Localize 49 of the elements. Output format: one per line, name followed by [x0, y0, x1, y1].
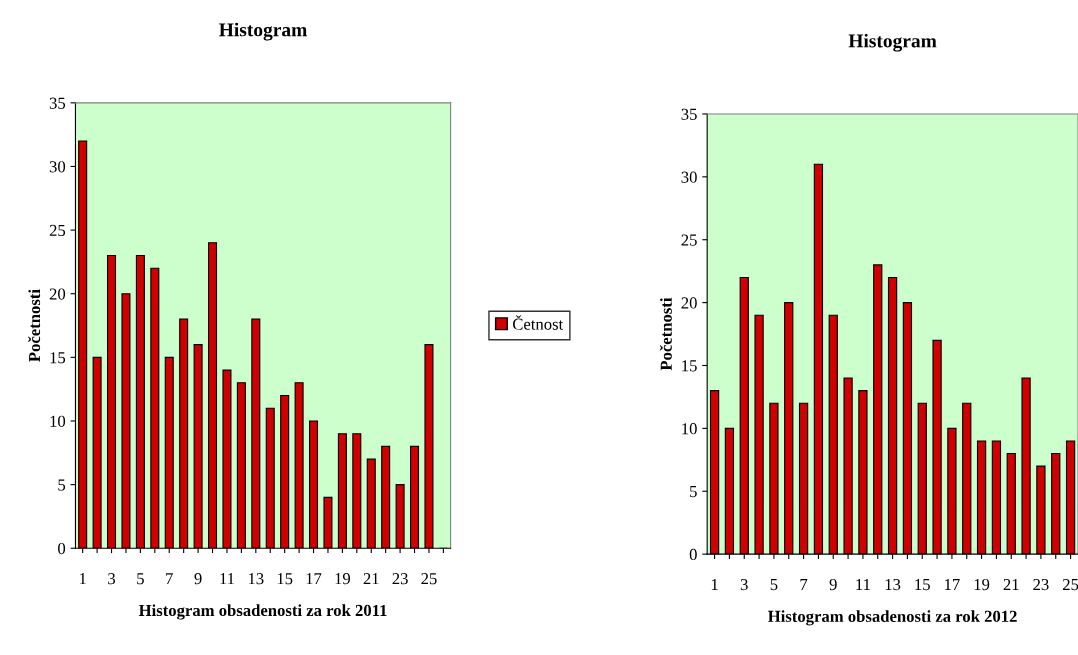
x-tick-label: 19	[974, 578, 990, 591]
x-tick-label: 17	[945, 579, 960, 590]
y-axis-title: Početnosti	[28, 289, 41, 362]
x-tick-label: 15	[915, 579, 930, 591]
x-tick-label: 15	[277, 573, 293, 585]
x-tick-label: 9	[194, 573, 202, 585]
y-tick-label: 15	[682, 360, 697, 372]
x-tick-label: 23	[392, 573, 408, 585]
x-tick-label: 19	[335, 573, 351, 585]
x-tick-label: 23	[1033, 578, 1049, 591]
y-tick-label: 5	[58, 479, 66, 491]
x-tick-label: 21	[363, 573, 379, 585]
x-tick-label: 17	[306, 573, 322, 585]
legend-label: Četnost	[512, 315, 564, 330]
x-tick-label: 25	[421, 573, 437, 585]
y-axis-title: Početnosti	[659, 297, 672, 371]
x-tick-label: 13	[885, 578, 901, 591]
x-tick-label: 1	[711, 579, 718, 590]
chart-title: Histogram	[848, 33, 937, 52]
x-tick-label: 3	[108, 573, 116, 585]
x-tick-label: 7	[166, 573, 173, 585]
x-tick-label: 5	[770, 579, 778, 591]
y-tick-label: 20	[49, 288, 66, 300]
y-tick-label: 15	[50, 352, 66, 364]
x-tick-label: 9	[829, 578, 837, 591]
x-tick-label: 25	[1062, 578, 1078, 591]
y-tick-label: 30	[49, 161, 66, 173]
chart-title: Histogram	[219, 22, 307, 41]
y-tick-label: 0	[58, 542, 66, 555]
x-axis-title: Histogram obsadenosti za rok 2012	[768, 610, 1017, 626]
x-tick-label: 7	[800, 579, 808, 590]
x-tick-label: 21	[1003, 578, 1019, 590]
x-tick-label: 1	[79, 573, 86, 585]
y-tick-label: 5	[690, 486, 697, 498]
y-tick-label: 10	[682, 423, 697, 435]
x-axis-title: Histogram obsadenosti za rok 2011	[138, 604, 387, 620]
x-tick-label: 11	[856, 579, 870, 590]
y-tick-label: 25	[49, 224, 66, 237]
x-tick-label: 11	[220, 573, 234, 585]
y-tick-label: 25	[681, 234, 697, 246]
y-tick-label: 20	[681, 297, 697, 309]
x-tick-label: 13	[248, 573, 264, 585]
x-tick-label: 3	[740, 578, 748, 591]
y-tick-label: 35	[681, 108, 697, 120]
y-tick-label: 35	[49, 97, 66, 109]
y-tick-label: 0	[689, 548, 697, 561]
y-tick-label: 30	[681, 171, 697, 183]
x-tick-label: 5	[137, 573, 144, 585]
y-tick-label: 10	[50, 415, 66, 427]
